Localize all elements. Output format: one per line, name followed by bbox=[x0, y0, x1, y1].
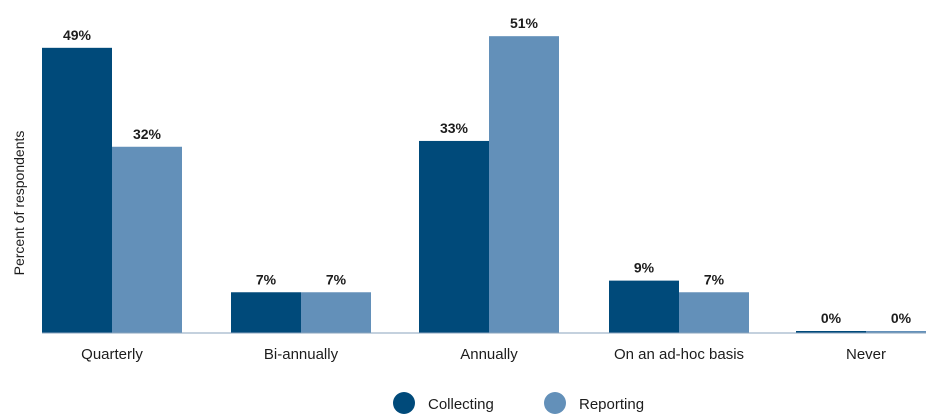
category-label-4: On an ad-hoc basis bbox=[614, 346, 744, 363]
category-label-1: Quarterly bbox=[81, 346, 143, 363]
value-label-collecting-3: 33% bbox=[440, 120, 469, 136]
bar-reporting-3 bbox=[489, 36, 559, 334]
legend-label-reporting: Reporting bbox=[579, 396, 644, 413]
y-axis-title: Percent of respondents bbox=[11, 131, 27, 276]
value-labels-group: 49% 32% 7% 7% 33% 51% 9% 7% 0% 0% bbox=[63, 15, 912, 326]
category-label-3: Annually bbox=[460, 346, 518, 363]
bar-collecting-3 bbox=[419, 140, 489, 333]
value-label-collecting-4: 9% bbox=[634, 260, 655, 276]
legend-swatch-collecting bbox=[393, 392, 415, 414]
category-label-5: Never bbox=[846, 346, 886, 363]
bar-collecting-5 bbox=[796, 331, 866, 333]
bar-collecting-4 bbox=[609, 280, 679, 333]
bar-collecting-2 bbox=[231, 292, 301, 333]
value-label-reporting-2: 7% bbox=[326, 271, 347, 287]
bar-collecting-1 bbox=[42, 47, 112, 333]
bar-reporting-5 bbox=[866, 331, 926, 333]
category-label-2: Bi-annually bbox=[264, 346, 339, 363]
category-labels-group: Quarterly Bi-annually Annually On an ad-hoc… bbox=[81, 346, 886, 363]
value-label-reporting-3: 51% bbox=[510, 15, 539, 31]
legend-label-collecting: Collecting bbox=[428, 396, 494, 413]
value-label-collecting-5: 0% bbox=[821, 310, 842, 326]
bar-reporting-1 bbox=[112, 146, 182, 333]
value-label-collecting-2: 7% bbox=[256, 271, 277, 287]
bar-reporting-2 bbox=[301, 292, 371, 333]
bar-reporting-4 bbox=[679, 292, 749, 333]
legend: Collecting Reporting bbox=[393, 392, 644, 414]
value-label-reporting-1: 32% bbox=[133, 126, 162, 142]
value-label-reporting-4: 7% bbox=[704, 271, 725, 287]
value-label-reporting-5: 0% bbox=[891, 310, 912, 326]
bars-group bbox=[42, 36, 926, 334]
value-label-collecting-1: 49% bbox=[63, 27, 92, 43]
legend-swatch-reporting bbox=[544, 392, 566, 414]
